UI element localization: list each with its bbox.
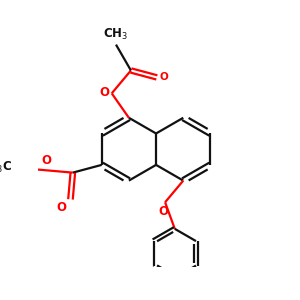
Text: O: O	[57, 201, 67, 214]
Text: O: O	[158, 206, 168, 218]
Text: O: O	[99, 86, 110, 99]
Text: CH$_3$: CH$_3$	[103, 27, 129, 42]
Text: O: O	[41, 154, 51, 167]
Text: H$_3$C: H$_3$C	[0, 160, 13, 175]
Text: O: O	[160, 72, 168, 82]
